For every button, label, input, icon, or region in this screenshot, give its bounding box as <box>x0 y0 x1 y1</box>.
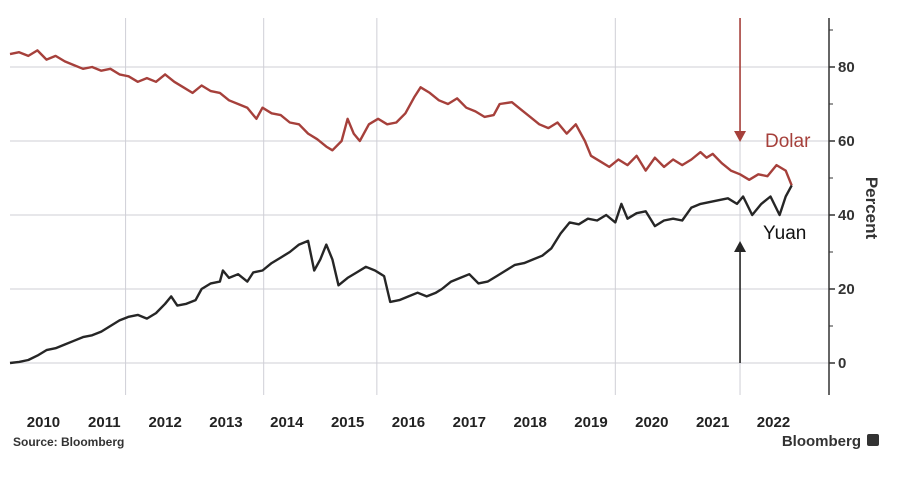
x-tick-label: 2012 <box>148 414 181 431</box>
x-tick-label: 2011 <box>88 414 121 431</box>
annotations: Dolar Yuan <box>734 18 811 363</box>
y-tick-label: 80 <box>838 59 855 76</box>
annotation-arrowhead <box>734 241 747 252</box>
y-tick-label: 60 <box>838 133 855 150</box>
x-tick-label: 2017 <box>453 414 486 431</box>
brand-logo: Bloomberg <box>782 433 879 450</box>
x-tick-label: 2014 <box>270 414 304 431</box>
annotation-arrowhead <box>734 131 747 142</box>
x-tick-label: 2022 <box>757 414 790 431</box>
series-label-dolar: Dolar <box>765 131 811 152</box>
grid-lines <box>10 18 829 395</box>
x-axis-labels: 2010 2011 2012 2013 2014 2015 2016 2017 2018 2019… <box>27 414 790 431</box>
series-label-yuan: Yuan <box>763 223 806 244</box>
x-tick-label: 2021 <box>696 414 729 431</box>
series-lines <box>9 49 793 365</box>
source-note: Source: Bloomberg <box>13 435 124 449</box>
y-axis: 0 20 40 60 80 <box>828 18 855 395</box>
x-tick-label: 2010 <box>27 414 60 431</box>
x-tick-label: 2013 <box>209 414 242 431</box>
brand-logo-icon <box>867 434 879 446</box>
series-line-dolar <box>9 49 793 186</box>
y-tick-label: 40 <box>838 207 855 224</box>
y-tick-label: 20 <box>838 281 855 298</box>
x-tick-label: 2020 <box>635 414 668 431</box>
series-line-yuan <box>9 184 793 365</box>
x-tick-label: 2019 <box>574 414 607 431</box>
y-tick-label: 0 <box>838 355 846 372</box>
x-tick-label: 2018 <box>513 414 546 431</box>
y-axis-title: Percent <box>862 177 881 240</box>
x-tick-label: 2015 <box>331 414 364 431</box>
brand-name: Bloomberg <box>782 433 861 450</box>
x-tick-label: 2016 <box>392 414 425 431</box>
